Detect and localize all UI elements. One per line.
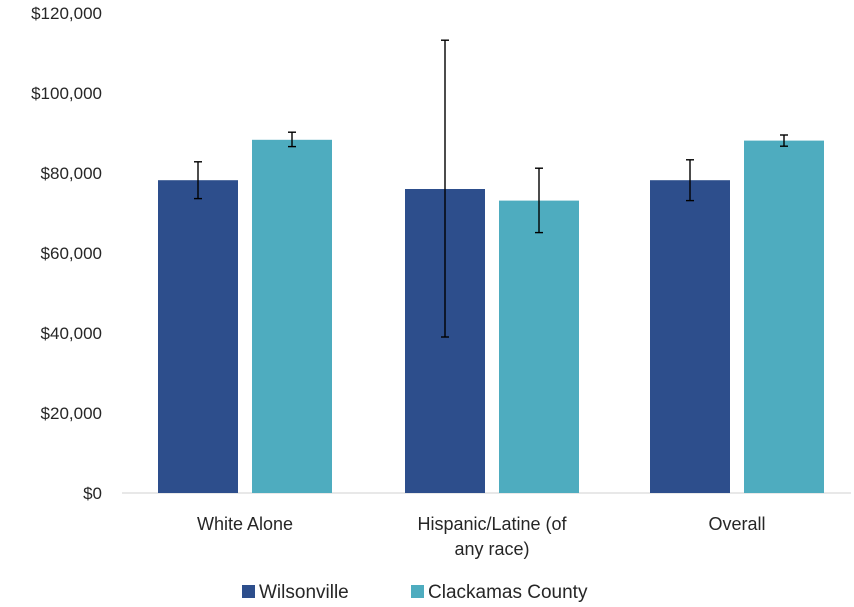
legend-label: Clackamas County — [428, 582, 588, 603]
legend-swatch — [242, 585, 255, 598]
y-tick-label: $100,000 — [31, 84, 102, 103]
y-tick-label: $120,000 — [31, 4, 102, 23]
bar-clackamas-county — [252, 139, 332, 494]
x-tick-label: Hispanic/Latine (of — [417, 514, 567, 534]
y-tick-label: $0 — [83, 484, 102, 503]
error-bar — [441, 39, 449, 338]
y-tick-label: $80,000 — [41, 164, 102, 183]
legend-swatch — [411, 585, 424, 598]
x-tick-label: White Alone — [197, 514, 293, 534]
category-labels: White Alone Hispanic/Latine (of any race) O… — [197, 514, 766, 559]
bars — [158, 139, 824, 494]
legend: Wilsonville Clackamas County — [242, 582, 588, 603]
y-axis: $0 $20,000 $40,000 $60,000 $80,000 $100,000 $1… — [31, 4, 102, 503]
error-bar — [535, 167, 543, 234]
bar-wilsonville — [650, 180, 730, 493]
x-tick-label: any race) — [454, 539, 529, 559]
bar-wilsonville — [158, 180, 238, 493]
legend-item: Wilsonville — [242, 582, 349, 603]
y-tick-label: $20,000 — [41, 404, 102, 423]
error-bar — [288, 131, 296, 148]
error-bar — [194, 161, 202, 200]
legend-label: Wilsonville — [259, 582, 349, 603]
y-tick-label: $60,000 — [41, 244, 102, 263]
bar-clackamas-county — [744, 140, 824, 493]
bar-clackamas-county — [499, 200, 579, 493]
error-bar — [686, 159, 694, 202]
y-tick-label: $40,000 — [41, 324, 102, 343]
error-bar — [780, 134, 788, 147]
error-bars — [194, 39, 788, 338]
legend-item: Clackamas County — [411, 582, 588, 603]
x-tick-label: Overall — [708, 514, 765, 534]
